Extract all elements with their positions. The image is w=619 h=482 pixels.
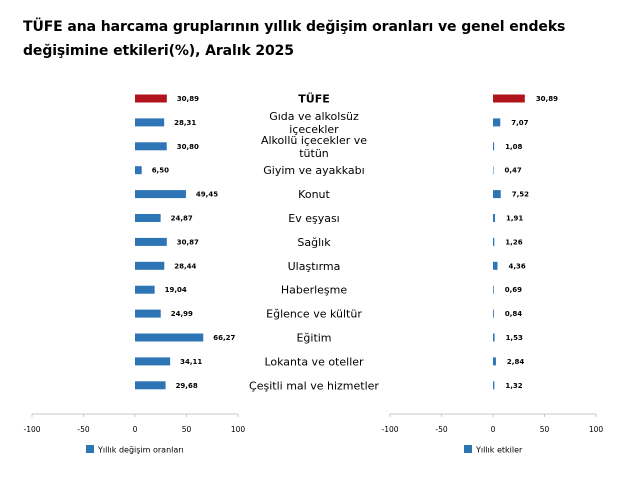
left-value-label-8: 19,04 [165,286,187,294]
category-label-4: Konut [298,188,330,201]
left-x-tick-label-2: 0 [133,425,138,434]
left-bar-4 [135,190,186,199]
category-label-2-line-0: Alkollü içecekler ve [261,134,367,147]
left-value-label-3: 6,50 [152,167,169,175]
category-label-1-line-0: Gıda ve alkolsüz [269,110,359,123]
category-label-2-line-1: tütün [299,147,329,160]
right-value-label-9: 0,84 [505,310,522,318]
right-bar-1 [493,118,501,127]
right-legend-label: Yıllık etkiler [475,446,523,455]
left-bar-6 [135,237,167,246]
right-bar-9 [493,309,494,318]
left-value-label-9: 24,99 [171,310,193,318]
category-label-10: Eğitim [296,332,331,345]
left-legend-swatch [86,445,94,453]
right-bar-2 [493,142,495,151]
right-value-label-10: 1,53 [506,334,523,342]
left-bar-10 [135,333,204,342]
left-value-label-12: 29,68 [176,382,198,390]
right-bar-0 [493,94,525,103]
category-label-11: Lokanta ve oteller [264,355,364,368]
left-value-label-1: 28,31 [174,119,196,127]
right-value-label-8: 0,69 [505,286,522,294]
right-value-label-4: 7,52 [512,191,529,199]
left-value-label-0: 30,89 [177,95,199,103]
right-bar-7 [493,261,498,270]
right-x-tick-label-4: 100 [589,425,604,434]
category-label-7: Ulaştırma [288,260,341,273]
right-value-label-2: 1,08 [505,143,522,151]
right-legend-swatch [464,445,472,453]
right-value-label-1: 7,07 [511,119,528,127]
right-bar-10 [493,333,495,342]
left-bar-8 [135,285,155,294]
right-bar-5 [493,214,495,222]
left-value-label-11: 34,11 [180,358,202,366]
left-x-tick-label-0: -100 [23,425,40,434]
category-label-5: Ev eşyası [288,212,340,225]
right-x-tick-label-1: -50 [435,425,447,434]
left-bar-5 [135,214,161,222]
left-bar-3 [135,166,142,175]
right-bar-4 [493,190,501,199]
left-value-label-7: 28,44 [174,262,196,270]
left-value-label-2: 30,80 [177,143,199,151]
left-bar-0 [135,94,167,103]
left-value-label-6: 30,87 [177,238,199,246]
chart-title: TÜFE ana harcama gruplarının yıllık deği… [23,19,566,59]
category-label-12: Çeşitli mal ve hizmetler [249,379,379,392]
left-value-label-10: 66,27 [213,334,235,342]
left-bar-11 [135,357,171,366]
right-bar-11 [493,357,496,366]
category-label-6: Sağlık [297,236,331,249]
left-bar-12 [135,381,166,390]
right-value-label-12: 1,32 [505,382,522,390]
left-value-label-5: 24,87 [171,215,193,223]
right-value-label-5: 1,91 [506,215,523,223]
right-bar-8 [493,285,494,294]
left-bar-1 [135,118,165,127]
right-value-label-11: 2,84 [507,358,524,366]
right-bar-12 [493,381,495,390]
right-value-label-0: 30,89 [536,95,558,103]
right-value-label-3: 0,47 [504,167,521,175]
right-value-label-7: 4,36 [508,262,525,270]
category-label-0: TÜFE [298,92,329,106]
category-label-8: Haberleşme [281,284,348,297]
left-value-label-4: 49,45 [196,191,218,199]
left-legend-label: Yıllık değişim oranları [97,446,184,455]
left-bar-7 [135,261,165,270]
right-bar-6 [493,237,495,246]
left-x-tick-label-4: 100 [231,425,246,434]
right-value-label-6: 1,26 [505,238,522,246]
left-bar-2 [135,142,167,151]
right-x-tick-label-2: 0 [491,425,496,434]
left-x-tick-label-1: -50 [77,425,89,434]
right-x-tick-label-0: -100 [381,425,398,434]
category-label-1-line-1: içecekler [289,123,339,136]
left-x-tick-label-3: 50 [182,425,192,434]
right-x-tick-label-3: 50 [540,425,550,434]
category-label-9: Eğlence ve kültür [266,308,362,321]
category-label-3: Giyim ve ayakkabı [263,164,364,177]
left-bar-9 [135,309,161,318]
